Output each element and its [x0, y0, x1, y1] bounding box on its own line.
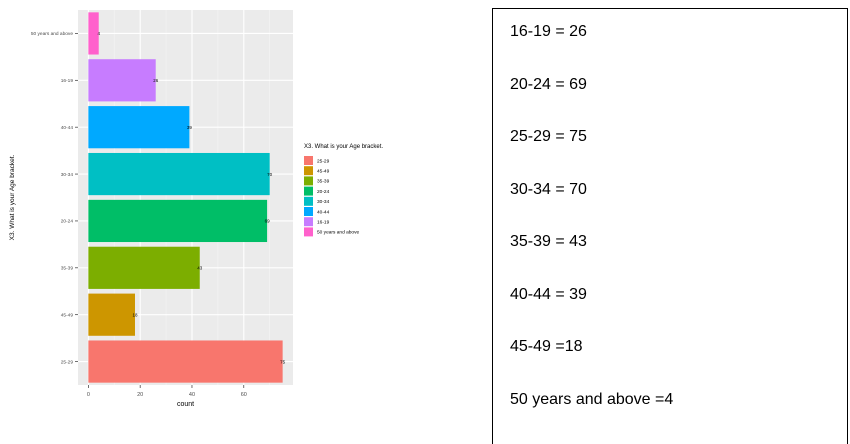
bar-30-34	[88, 152, 270, 196]
y-tick-label: 16-19	[61, 78, 74, 84]
count-line: 45-49 =18	[510, 338, 583, 355]
age-counts-text-box: 16-19 = 26 20-24 = 69 25-29 = 75 30-34 = 70…	[492, 8, 848, 444]
bar-45-49	[88, 293, 135, 336]
legend-label: 30-34	[317, 199, 330, 205]
x-tick-label: 0	[87, 392, 90, 398]
count-line: 16-19 = 26	[510, 23, 587, 40]
y-tick-label: 20-24	[61, 219, 74, 225]
y-tick-label: 35-39	[61, 266, 74, 272]
legend-key-40-44	[304, 207, 313, 216]
age-bracket-bar-chart: 0 20 40 60 4 50 years and above 26 16-19 39 40-44…	[9, 10, 383, 408]
bar-25-29	[88, 340, 283, 383]
bar-16-19	[88, 59, 156, 102]
y-tick-label: 45-49	[61, 312, 74, 318]
bar-data-label: 39	[187, 125, 193, 130]
bar-data-label: 43	[197, 266, 203, 271]
bar-20-24	[88, 199, 268, 243]
legend-label: 50 years and above	[317, 230, 359, 236]
legend-key-30-34	[304, 196, 313, 206]
count-line: 50 years and above =4	[510, 390, 674, 408]
y-tick-label: 40-44	[61, 125, 74, 131]
bar-data-label: 26	[153, 78, 159, 83]
legend-key-16-19	[304, 217, 313, 227]
y-tick-label: 50 years and above	[31, 31, 73, 37]
legend-label: 40-44	[317, 209, 330, 215]
count-line: 20-24 = 69	[510, 75, 587, 93]
legend-key-25-29	[304, 156, 313, 165]
count-line: 30-34 = 70	[510, 180, 587, 198]
count-line: 25-29 = 75	[510, 128, 587, 145]
x-tick-label: 60	[241, 392, 247, 398]
y-tick-label: 30-34	[61, 172, 74, 178]
legend-key-45-49	[304, 166, 313, 176]
bar-data-label: 75	[280, 359, 286, 364]
bar-data-label: 70	[267, 172, 273, 177]
bar-data-label: 69	[265, 219, 271, 224]
legend-label: 20-24	[317, 189, 330, 195]
legend-title: X3. What is your Age bracket.	[304, 144, 383, 150]
count-line: 35-39 = 43	[510, 233, 587, 250]
bar-40-44	[88, 106, 190, 149]
legend-key-20-24	[304, 186, 313, 196]
legend-label: 35-39	[317, 179, 330, 185]
bar-50-years-and-above	[88, 12, 99, 55]
x-tick-label: 20	[137, 392, 143, 398]
legend-key-50-years-and-above	[304, 227, 313, 237]
y-tick-label: 25-29	[61, 359, 74, 365]
legend-label: 25-29	[317, 158, 330, 164]
y-axis-title: X3. What is your Age bracket.	[9, 154, 16, 240]
x-tick-label: 40	[189, 392, 195, 398]
count-line: 40-44 = 39	[510, 285, 587, 303]
x-axis-title: count	[177, 401, 194, 408]
legend-key-35-39	[304, 176, 313, 186]
legend-label: 16-19	[317, 220, 330, 226]
bar-35-39	[88, 246, 200, 289]
bar-data-label: 4	[97, 31, 100, 36]
bar-data-label: 18	[132, 312, 138, 317]
legend-label: 45-49	[317, 169, 330, 175]
